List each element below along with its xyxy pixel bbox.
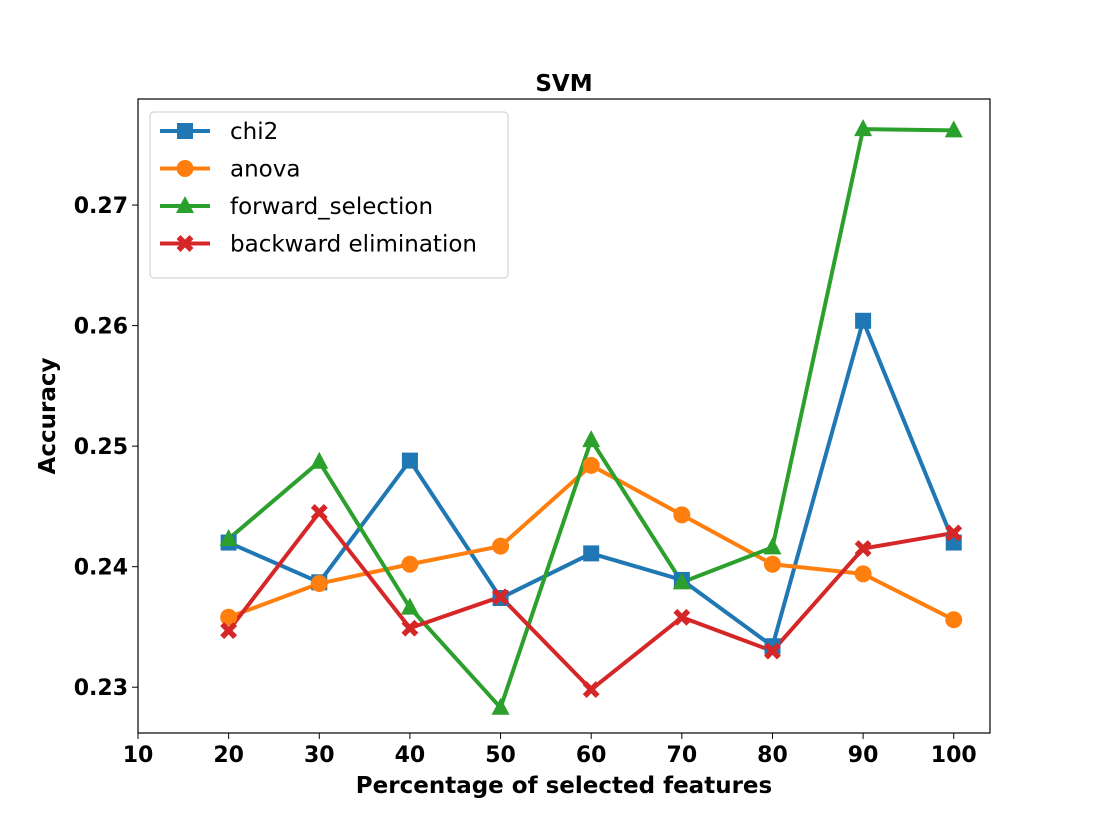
x-tick-label: 100 xyxy=(931,743,977,768)
data-point-anova xyxy=(220,608,238,626)
data-point-backward-elimination xyxy=(673,608,691,626)
data-point-anova xyxy=(401,555,419,573)
legend-box xyxy=(149,111,509,279)
x-axis: 10 20 30 40 50 60 70 80 90 100 xyxy=(123,733,977,768)
legend-label-chi2: chi2 xyxy=(230,119,278,145)
data-point-backward-elimination xyxy=(492,588,509,606)
x-tick-label: 70 xyxy=(667,743,698,768)
legend: chi2 anova forward_selection backward elimi… xyxy=(149,111,509,279)
data-point-anova xyxy=(310,575,328,593)
x-tick-label: 60 xyxy=(576,743,607,768)
y-tick-label: 0.26 xyxy=(74,315,128,340)
data-point-forward-selection xyxy=(400,597,419,615)
chart-title: SVM xyxy=(535,71,592,97)
legend-label-anova: anova xyxy=(230,157,300,183)
data-point-chi2 xyxy=(401,452,418,469)
y-tick-label: 0.23 xyxy=(74,676,128,701)
data-point-backward-elimination xyxy=(854,540,872,558)
data-point-forward-selection xyxy=(763,537,782,555)
legend-marker-backward-elimination xyxy=(176,235,194,252)
legend-label-forward-selection: forward_selection xyxy=(230,194,433,220)
data-point-forward-selection xyxy=(491,697,510,715)
data-point-backward-elimination xyxy=(582,681,600,699)
data-point-anova xyxy=(582,456,600,474)
data-point-forward-selection xyxy=(310,451,329,469)
y-axis: 0.23 0.24 0.25 0.26 0.27 xyxy=(74,194,138,701)
y-tick-label: 0.25 xyxy=(74,435,128,460)
data-point-backward-elimination xyxy=(764,642,781,660)
data-point-backward-elimination xyxy=(220,622,238,639)
data-point-anova xyxy=(854,565,872,583)
x-tick-label: 50 xyxy=(485,743,516,768)
x-tick-label: 40 xyxy=(395,743,426,768)
data-point-anova xyxy=(945,611,963,629)
x-tick-label: 90 xyxy=(848,743,879,768)
data-point-forward-selection xyxy=(219,528,238,546)
x-axis-label: Percentage of selected features xyxy=(356,773,772,799)
data-point-chi2 xyxy=(855,312,872,329)
x-tick-label: 80 xyxy=(757,743,788,768)
data-point-forward-selection xyxy=(582,430,601,448)
data-point-forward-selection xyxy=(854,119,873,137)
y-axis-label: Accuracy xyxy=(35,358,61,475)
legend-marker-forward-selection xyxy=(176,196,194,213)
data-point-anova xyxy=(763,555,781,573)
x-tick-label: 20 xyxy=(213,743,244,768)
legend-label-backward-elimination: backward elimination xyxy=(230,232,477,258)
x-tick-label: 10 xyxy=(123,743,154,768)
series-markers xyxy=(219,119,963,715)
data-point-anova xyxy=(492,537,510,555)
series-line-backward-elimination xyxy=(227,510,955,692)
data-point-forward-selection xyxy=(672,572,691,590)
data-point-forward-selection xyxy=(944,120,963,138)
x-tick-label: 30 xyxy=(304,743,335,768)
data-point-anova xyxy=(673,506,691,524)
plot-frame xyxy=(137,98,991,734)
y-tick-label: 0.24 xyxy=(74,556,128,581)
data-point-backward-elimination xyxy=(945,524,963,542)
data-point-backward-elimination xyxy=(310,503,328,521)
data-point-backward-elimination xyxy=(401,619,419,637)
y-tick-label: 0.27 xyxy=(74,194,128,219)
series-line-chi2 xyxy=(227,318,956,649)
legend-marker-anova xyxy=(176,160,194,177)
data-point-chi2 xyxy=(583,545,600,562)
legend-marker-chi2 xyxy=(177,123,193,139)
